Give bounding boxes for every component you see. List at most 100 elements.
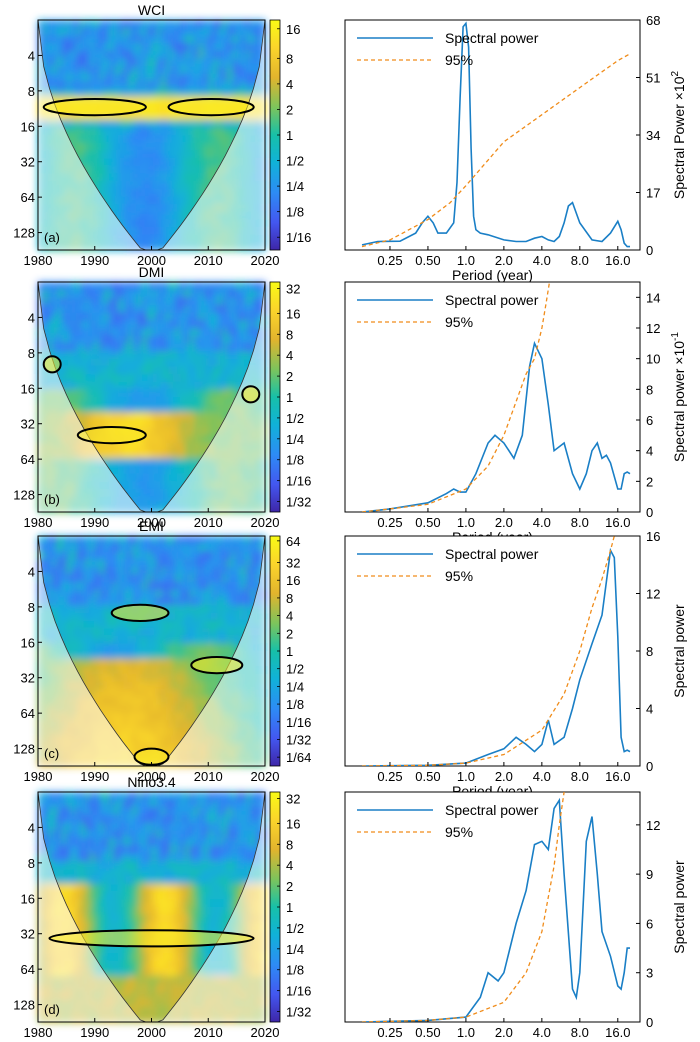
power-cell bbox=[179, 150, 186, 159]
power-cell bbox=[127, 412, 134, 421]
power-cell bbox=[146, 89, 153, 98]
panel-label: (c) bbox=[44, 746, 59, 761]
power-cell bbox=[165, 282, 171, 291]
power-cell bbox=[118, 43, 124, 52]
power-cell bbox=[85, 822, 91, 831]
power-cell bbox=[170, 343, 176, 352]
power-cell bbox=[175, 389, 181, 398]
power-cell bbox=[123, 397, 129, 406]
power-cell bbox=[194, 165, 200, 174]
power-cell bbox=[184, 389, 190, 398]
power-cell bbox=[85, 66, 91, 75]
power-cell bbox=[142, 374, 148, 383]
y-axis-label: Spectral power ×10-1 bbox=[670, 332, 687, 462]
power-cell bbox=[61, 620, 67, 629]
power-cell bbox=[184, 204, 190, 213]
power-cell bbox=[151, 435, 157, 444]
colorbar-label: 1/16 bbox=[286, 230, 311, 245]
power-cell bbox=[170, 204, 176, 213]
power-cell bbox=[213, 66, 219, 75]
power-cell bbox=[61, 119, 67, 128]
power-cell bbox=[146, 427, 153, 436]
power-cell bbox=[189, 173, 195, 182]
power-cell bbox=[175, 289, 181, 298]
power-cell bbox=[90, 119, 96, 128]
power-cell bbox=[170, 536, 176, 545]
power-cell bbox=[217, 335, 223, 344]
power-cell bbox=[146, 127, 153, 136]
x-tick-label: 2010 bbox=[194, 769, 223, 784]
power-cell bbox=[236, 73, 242, 82]
power-cell bbox=[142, 43, 148, 52]
power-cell bbox=[175, 351, 181, 360]
power-cell bbox=[217, 27, 223, 36]
power-cell bbox=[222, 119, 228, 128]
y-tick-label: 68 bbox=[646, 13, 660, 28]
y-tick-label: 128 bbox=[13, 742, 35, 757]
power-cell bbox=[47, 807, 53, 816]
power-cell bbox=[184, 597, 190, 606]
power-cell bbox=[165, 597, 171, 606]
power-cell bbox=[85, 574, 91, 583]
power-cell bbox=[236, 119, 242, 128]
power-cell bbox=[90, 35, 96, 44]
power-cell bbox=[104, 566, 110, 575]
power-cell bbox=[203, 420, 209, 429]
power-cell bbox=[231, 43, 238, 52]
power-cell bbox=[189, 635, 195, 644]
power-cell bbox=[189, 404, 195, 413]
power-cell bbox=[179, 282, 186, 291]
power-cell bbox=[194, 420, 200, 429]
power-cell bbox=[175, 466, 181, 475]
power-cell bbox=[165, 543, 171, 552]
power-cell bbox=[52, 845, 58, 854]
power-cell bbox=[208, 389, 214, 398]
panel-title: WCI bbox=[138, 2, 165, 18]
power-cell bbox=[156, 127, 162, 136]
power-cell bbox=[104, 458, 110, 467]
colorbar-label: 2 bbox=[286, 102, 293, 117]
power-cell bbox=[170, 142, 176, 151]
y-tick-label: 10 bbox=[646, 352, 660, 367]
y-tick-label: 16 bbox=[21, 635, 35, 650]
power-cell bbox=[142, 234, 148, 243]
power-cell bbox=[170, 366, 176, 375]
power-cell bbox=[161, 466, 167, 475]
power-cell bbox=[118, 150, 124, 159]
power-cell bbox=[260, 543, 266, 552]
power-cell bbox=[250, 50, 257, 59]
power-cell bbox=[80, 412, 86, 421]
power-cell bbox=[94, 389, 101, 398]
power-cell bbox=[189, 335, 195, 344]
power-cell bbox=[104, 282, 110, 291]
power-cell bbox=[142, 404, 148, 413]
power-cell bbox=[94, 158, 101, 167]
power-cell bbox=[123, 204, 129, 213]
power-cell bbox=[66, 374, 72, 383]
power-cell bbox=[217, 366, 223, 375]
power-cell bbox=[137, 389, 143, 398]
power-cell bbox=[175, 735, 181, 744]
power-cell bbox=[47, 58, 53, 67]
power-cell bbox=[217, 651, 223, 660]
y-axis-label: Spectral Power ×102 bbox=[670, 70, 687, 199]
power-cell bbox=[61, 822, 67, 831]
power-cell bbox=[42, 27, 48, 36]
power-cell bbox=[137, 543, 143, 552]
power-cell bbox=[42, 43, 48, 52]
power-cell bbox=[99, 89, 105, 98]
power-cell bbox=[175, 173, 181, 182]
power-cell bbox=[42, 50, 48, 59]
power-cell bbox=[61, 27, 67, 36]
x-tick-label: 1.0 bbox=[457, 769, 475, 784]
power-cell bbox=[127, 689, 134, 698]
power-cell bbox=[255, 282, 261, 291]
power-cell bbox=[151, 536, 157, 545]
power-cell bbox=[165, 582, 171, 591]
power-cell bbox=[94, 335, 101, 344]
power-cell bbox=[113, 536, 119, 545]
power-cell bbox=[127, 597, 134, 606]
colorbar-label: 1/16 bbox=[286, 474, 311, 489]
power-cell bbox=[90, 89, 96, 98]
power-cell bbox=[161, 727, 167, 736]
